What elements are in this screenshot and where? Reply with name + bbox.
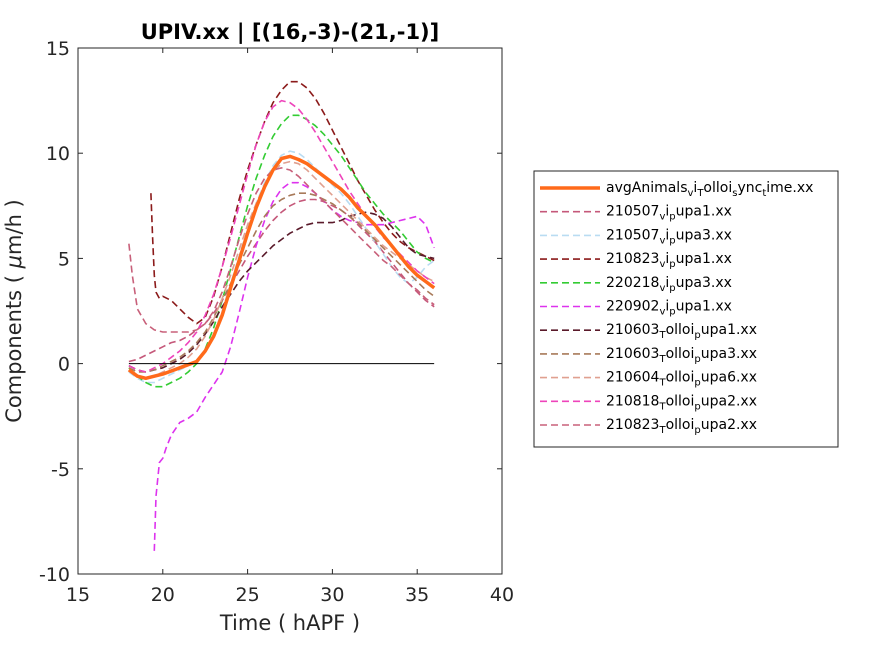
- legend: avgAnimalsviTolloisynctime.xx 210507vipup…: [533, 170, 839, 448]
- legend-label-6: 210603Tolloipupa1.xx: [606, 322, 757, 341]
- series-line-5: [153, 181, 435, 551]
- y-tick-label: -5: [51, 459, 70, 481]
- legend-label-0: avgAnimalsviTolloisynctime.xx: [606, 180, 813, 199]
- plot-frame: [77, 47, 503, 575]
- series-line-3: [150, 80, 435, 325]
- series-line-0: [127, 154, 436, 381]
- legend-label-1: 210507vipupa1.xx: [606, 204, 732, 223]
- x-tick-label: 15: [66, 584, 90, 606]
- y-tick-label: 15: [46, 38, 70, 60]
- legend-label-7: 210603Tolloipupa3.xx: [606, 346, 757, 365]
- chart-title: UPIV.xx | [(16,-3)-(21,-1)]: [141, 20, 440, 45]
- series-line-2: [128, 150, 435, 384]
- x-axis-label: Time ( hAPF ): [219, 611, 360, 635]
- y-tick-label: 10: [46, 143, 70, 165]
- x-tick-label: 25: [236, 584, 260, 606]
- y-tick-label: -10: [39, 564, 70, 586]
- x-tick-label: 20: [151, 584, 175, 606]
- x-tick-label: 40: [490, 584, 514, 606]
- legend-label-9: 210818Tolloipupa2.xx: [606, 393, 757, 412]
- legend-label-4: 220218vipupa3.xx: [606, 275, 732, 294]
- legend-label-5: 220902vipupa1.xx: [606, 299, 732, 318]
- series-line-7: [128, 192, 435, 373]
- y-axis-label: Components ( μm/h ): [2, 199, 26, 423]
- legend-label-10: 210823Tolloipupa2.xx: [606, 417, 757, 436]
- y-tick-label: 5: [58, 248, 70, 270]
- x-tick-label: 30: [320, 584, 344, 606]
- series-line-1: [128, 198, 435, 363]
- series-line-10: [128, 167, 435, 333]
- y-tick-label: 0: [58, 354, 70, 376]
- plot-area: [78, 48, 502, 574]
- series-line-6: [128, 211, 435, 373]
- legend-label-8: 210604Tolloipupa6.xx: [606, 370, 757, 389]
- series-layer: [127, 80, 436, 551]
- axis-ticks: 15 20 25 30 35 40 -10 -5 0 5 10 15: [39, 38, 514, 606]
- series-line-4: [128, 114, 435, 388]
- x-tick-label: 35: [405, 584, 429, 606]
- legend-label-2: 210507vipupa3.xx: [606, 227, 732, 246]
- legend-label-3: 210823vipupa1.xx: [606, 251, 732, 270]
